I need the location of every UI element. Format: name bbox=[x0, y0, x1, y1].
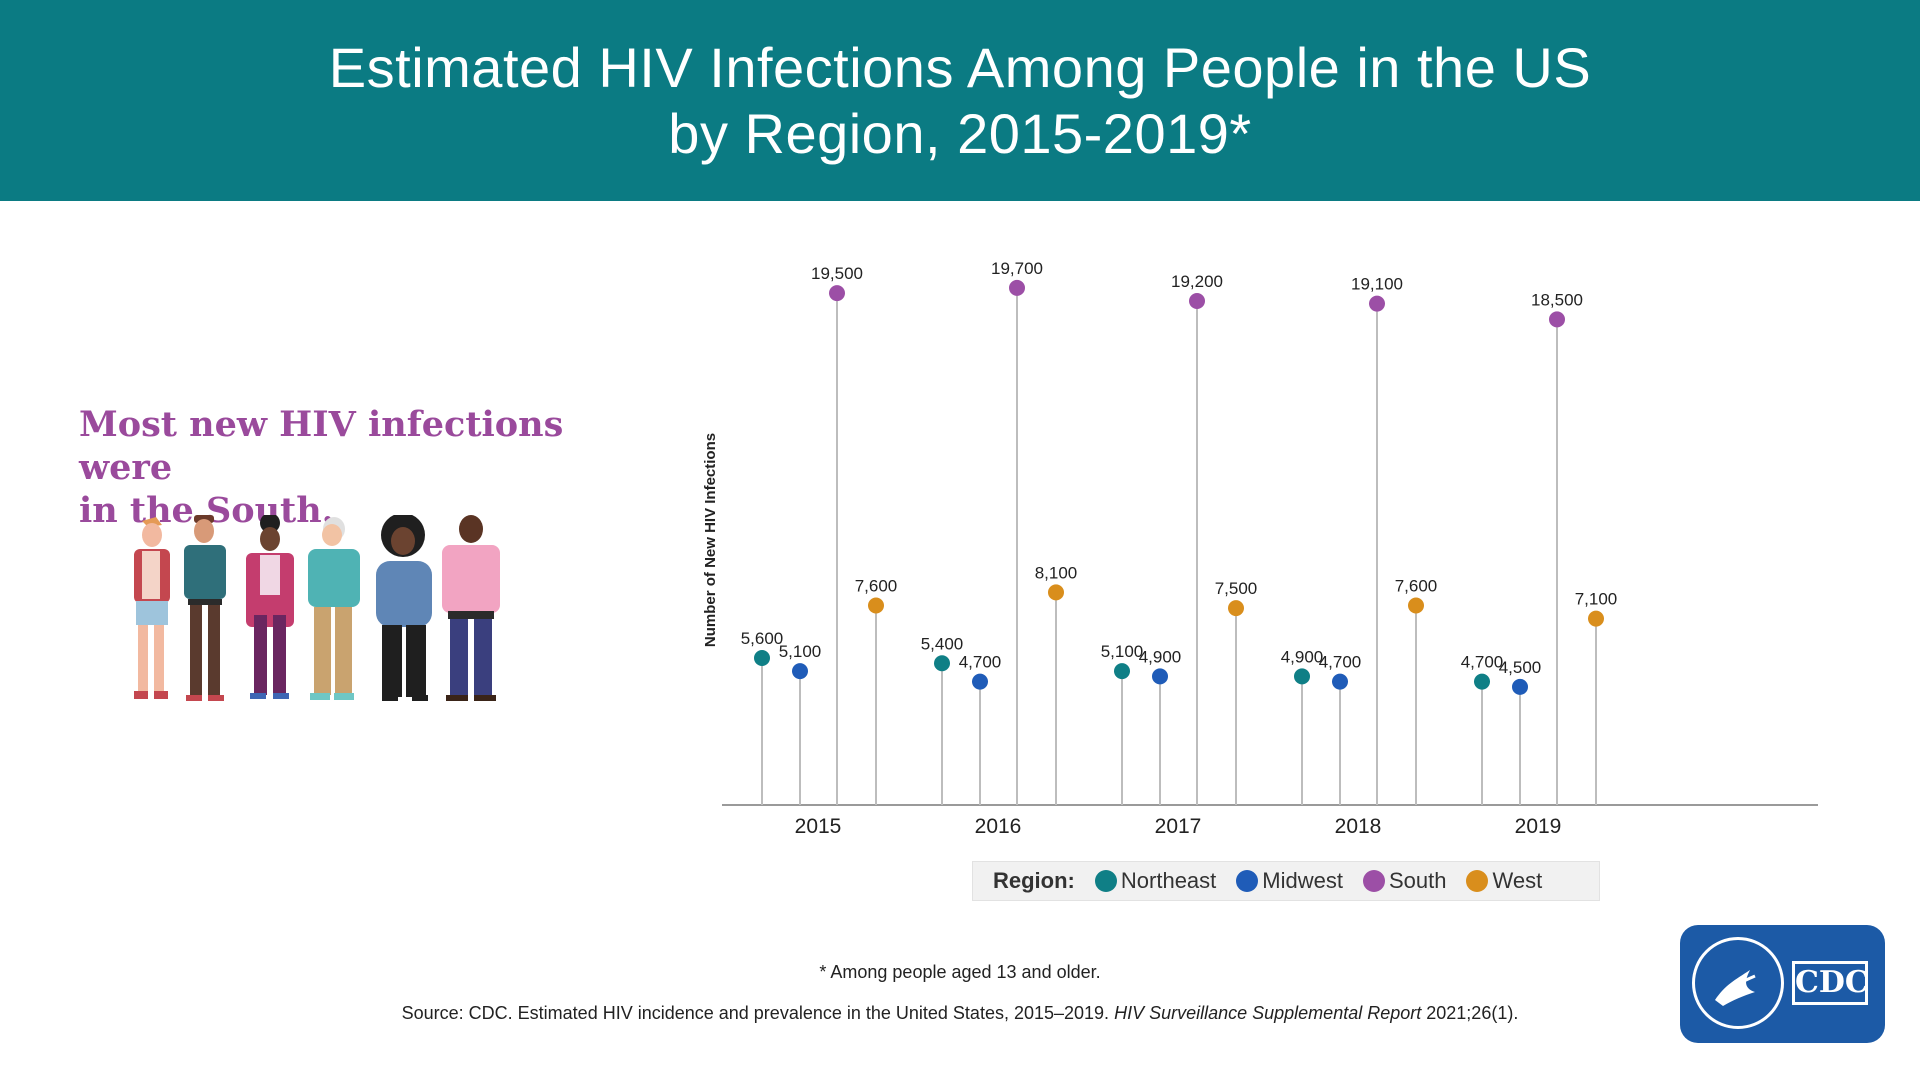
point-northeast-2018 bbox=[1294, 668, 1310, 685]
legend-label-northeast: Northeast bbox=[1120, 868, 1217, 893]
cdc-wordmark: CDC bbox=[1792, 961, 1869, 1005]
point-northeast-2015 bbox=[754, 650, 770, 666]
data-label-northeast-2019: 4,700 bbox=[1461, 653, 1504, 672]
data-label-northeast-2015: 5,600 bbox=[741, 629, 784, 648]
data-label-west-2018: 7,600 bbox=[1395, 577, 1438, 596]
legend-title: Region: bbox=[993, 868, 1075, 893]
legend-label-south: South bbox=[1388, 868, 1447, 893]
person-illustration-2 bbox=[184, 515, 226, 701]
legend-item-south: South bbox=[1362, 868, 1447, 894]
header-banner: Estimated HIV Infections Among People in… bbox=[0, 0, 1920, 201]
point-midwest-2015 bbox=[792, 663, 808, 680]
legend-swatch-west bbox=[1466, 870, 1489, 892]
point-midwest-2018 bbox=[1332, 673, 1348, 690]
legend-item-northeast: Northeast bbox=[1094, 868, 1217, 894]
point-northeast-2019 bbox=[1474, 673, 1490, 690]
headline-line1: Most new HIV infections were bbox=[79, 404, 564, 488]
legend-label-midwest: Midwest bbox=[1262, 868, 1343, 893]
point-west-2018 bbox=[1408, 597, 1424, 614]
lollipop-chart: Number of New HIV Infections 5,6005,1001… bbox=[702, 259, 1818, 838]
data-label-south-2019: 18,500 bbox=[1531, 290, 1583, 309]
people-illustration bbox=[134, 515, 500, 701]
x-tick-label-2016: 2016 bbox=[975, 815, 1022, 838]
point-west-2017 bbox=[1228, 600, 1244, 617]
point-midwest-2019 bbox=[1512, 678, 1528, 695]
eagle-icon bbox=[1715, 970, 1756, 1006]
data-label-west-2019: 7,100 bbox=[1575, 590, 1618, 609]
chart-marks: 5,6005,10019,5007,60020155,4004,70019,70… bbox=[741, 259, 1618, 838]
legend-swatch-midwest bbox=[1236, 870, 1259, 892]
point-northeast-2016 bbox=[934, 655, 950, 672]
point-west-2019 bbox=[1588, 610, 1604, 627]
point-south-2019 bbox=[1549, 311, 1565, 328]
y-axis-label: Number of New HIV Infections bbox=[702, 433, 719, 647]
person-illustration-6 bbox=[442, 515, 500, 701]
chart-title-line2: by Region, 2015-2019* bbox=[668, 101, 1252, 165]
legend-item-west: West bbox=[1466, 868, 1542, 894]
person-illustration-1 bbox=[134, 517, 170, 699]
data-label-south-2018: 19,100 bbox=[1351, 275, 1403, 294]
source-prefix: Source: CDC. Estimated HIV incidence and… bbox=[401, 1003, 1110, 1023]
point-west-2015 bbox=[868, 597, 884, 614]
point-south-2016 bbox=[1009, 279, 1025, 296]
data-label-northeast-2017: 5,100 bbox=[1101, 642, 1144, 661]
legend-swatch-south bbox=[1362, 870, 1385, 892]
x-tick-label-2017: 2017 bbox=[1155, 815, 1202, 838]
source-citation: Source: CDC. Estimated HIV incidence and… bbox=[0, 1003, 1920, 1024]
person-illustration-3 bbox=[246, 515, 294, 699]
footnote: * Among people aged 13 and older. bbox=[819, 962, 1101, 982]
data-label-south-2016: 19,700 bbox=[991, 259, 1043, 278]
legend-label-west: West bbox=[1492, 868, 1543, 893]
source-report-title: HIV Surveillance Supplemental Report bbox=[1114, 1003, 1422, 1023]
x-tick-label-2019: 2019 bbox=[1515, 815, 1562, 838]
data-label-midwest-2016: 4,700 bbox=[959, 653, 1002, 672]
x-tick-label-2015: 2015 bbox=[795, 815, 842, 838]
point-midwest-2016 bbox=[972, 673, 988, 690]
person-illustration-4 bbox=[308, 517, 360, 700]
legend: Region: Northeast Midwest South West bbox=[972, 861, 1600, 901]
data-label-midwest-2019: 4,500 bbox=[1499, 658, 1542, 677]
x-tick-label-2018: 2018 bbox=[1335, 815, 1382, 838]
data-label-northeast-2018: 4,900 bbox=[1281, 647, 1324, 666]
data-label-west-2015: 7,600 bbox=[855, 577, 898, 596]
point-south-2017 bbox=[1189, 293, 1205, 309]
data-label-northeast-2016: 5,400 bbox=[921, 634, 964, 653]
chart-title-line1: Estimated HIV Infections Among People in… bbox=[328, 35, 1592, 99]
data-label-south-2017: 19,200 bbox=[1171, 272, 1223, 291]
point-south-2018 bbox=[1369, 295, 1385, 312]
data-label-midwest-2015: 5,100 bbox=[779, 642, 822, 661]
headline: Most new HIV infections were in the Sout… bbox=[79, 403, 599, 532]
legend-item-midwest: Midwest bbox=[1236, 868, 1343, 894]
data-label-west-2017: 7,500 bbox=[1215, 579, 1258, 598]
data-label-west-2016: 8,100 bbox=[1035, 563, 1078, 582]
hhs-seal-icon bbox=[1692, 937, 1784, 1029]
source-suffix: 2021;26(1). bbox=[1426, 1003, 1519, 1023]
point-midwest-2017 bbox=[1152, 668, 1168, 685]
point-south-2015 bbox=[829, 285, 845, 302]
data-label-midwest-2017: 4,900 bbox=[1139, 647, 1182, 666]
point-west-2016 bbox=[1048, 584, 1064, 601]
point-northeast-2017 bbox=[1114, 663, 1130, 680]
cdc-logo: CDC bbox=[1680, 925, 1885, 1043]
person-illustration-5 bbox=[376, 515, 432, 701]
data-label-south-2015: 19,500 bbox=[811, 264, 863, 283]
legend-swatch-northeast bbox=[1094, 870, 1117, 892]
data-label-midwest-2018: 4,700 bbox=[1319, 653, 1362, 672]
